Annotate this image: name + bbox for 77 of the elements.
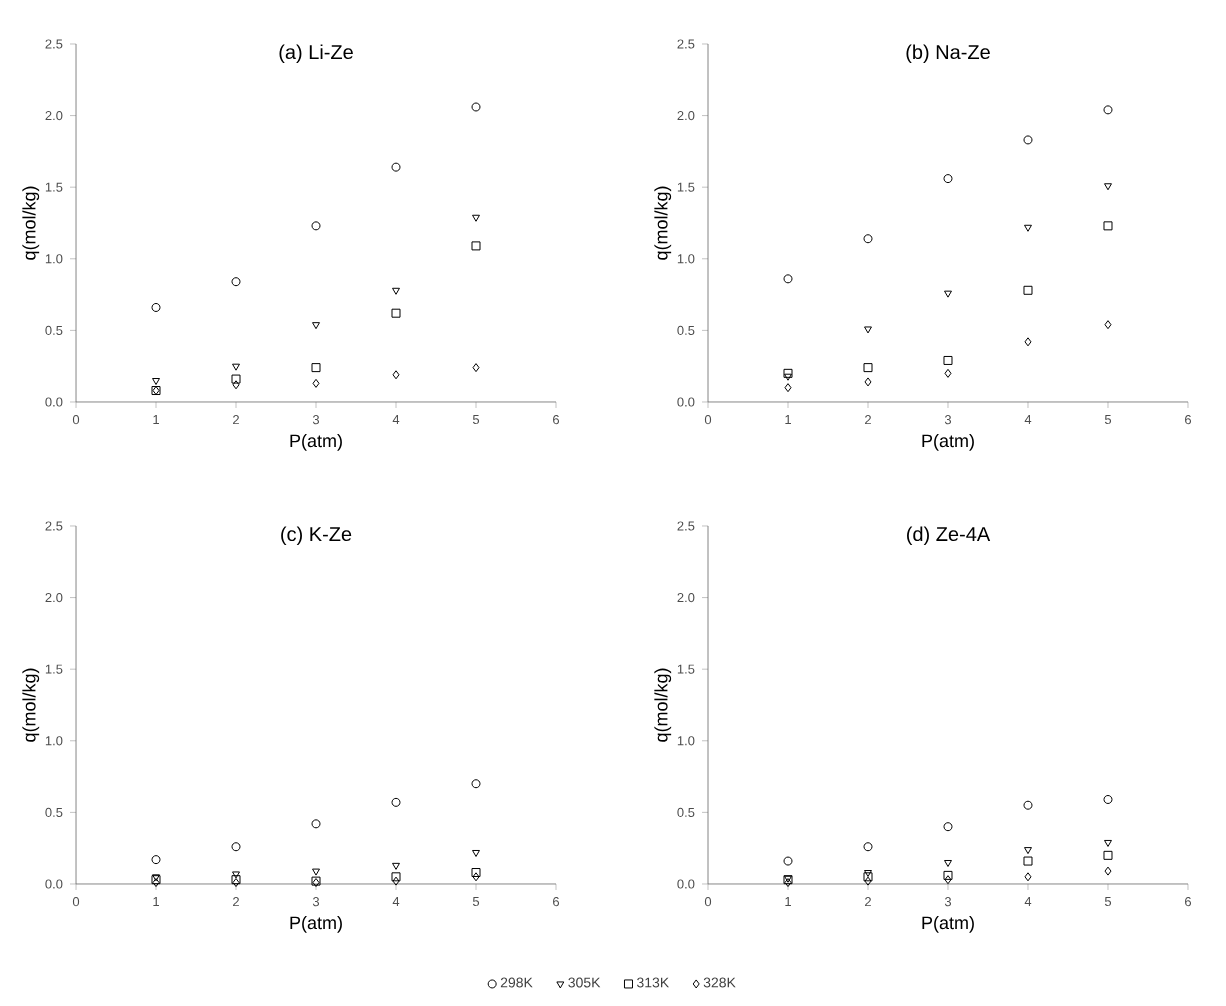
point [392, 876, 400, 886]
point [1024, 847, 1032, 855]
point [232, 380, 240, 390]
point [943, 174, 953, 184]
point [472, 214, 480, 222]
point [231, 374, 241, 384]
point [1023, 800, 1033, 810]
point [391, 308, 401, 318]
x-axis-title: P(atm) [290, 433, 342, 451]
point [863, 234, 873, 244]
point [471, 102, 481, 112]
point [472, 363, 480, 373]
point [783, 368, 793, 378]
point [471, 241, 481, 251]
point [392, 862, 400, 870]
point [944, 368, 952, 378]
point [1104, 866, 1112, 876]
point [783, 856, 793, 866]
point [472, 849, 480, 857]
point [1023, 285, 1033, 295]
point [391, 797, 401, 807]
chart-title: (c) K-Ze [281, 526, 352, 546]
point [863, 363, 873, 373]
point [392, 370, 400, 380]
point [311, 363, 321, 373]
point [1024, 224, 1032, 232]
x-axis-title: P(atm) [922, 915, 974, 933]
point [1103, 794, 1113, 804]
y-axis-title: q(mol/kg) [22, 668, 40, 742]
point [392, 287, 400, 295]
point [1104, 839, 1112, 847]
point [944, 875, 952, 885]
point [864, 876, 872, 886]
point [232, 363, 240, 371]
point [472, 872, 480, 882]
chart-title: (a) Li-Ze [279, 44, 353, 64]
y-axis-title: q(mol/kg) [654, 668, 672, 742]
point [863, 872, 873, 882]
point [391, 872, 401, 882]
point [784, 383, 792, 393]
point [391, 162, 401, 172]
chart-title: (d) Ze-4A [907, 526, 991, 546]
point [1023, 856, 1033, 866]
point [864, 326, 872, 334]
point [311, 221, 321, 231]
point [944, 859, 952, 867]
point [944, 290, 952, 298]
x-axis-title: P(atm) [290, 915, 342, 933]
point [152, 378, 160, 385]
point [1024, 337, 1032, 347]
point [783, 274, 793, 284]
point [471, 868, 481, 878]
point [1103, 850, 1113, 860]
point [312, 322, 320, 330]
x-axis-title: P(atm) [922, 433, 974, 451]
point [231, 842, 241, 852]
point [1024, 872, 1032, 882]
point [863, 842, 873, 852]
chart-title: (b) Na-Ze [906, 44, 990, 64]
y-axis-title: q(mol/kg) [654, 186, 672, 260]
point [943, 355, 953, 365]
y-axis-title: q(mol/kg) [22, 186, 40, 260]
point [1104, 320, 1112, 330]
point [1103, 105, 1113, 115]
point [231, 277, 241, 287]
point [1103, 221, 1113, 231]
point [471, 779, 481, 789]
point [943, 870, 953, 880]
point [151, 855, 161, 865]
point [943, 822, 953, 832]
point [1104, 183, 1112, 191]
point [312, 868, 320, 876]
point [1023, 135, 1033, 145]
point [864, 377, 872, 387]
point [311, 819, 321, 829]
point [151, 302, 161, 312]
point [312, 378, 320, 388]
